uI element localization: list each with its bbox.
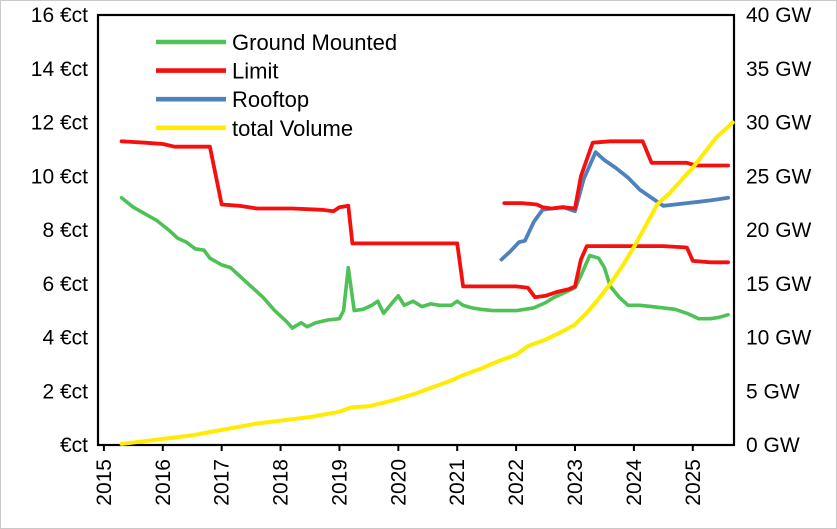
x-tick-label: 2019 — [328, 459, 351, 506]
y-right-tick-label: 5 GW — [746, 380, 800, 403]
x-tick-label: 2016 — [152, 459, 175, 506]
legend: Ground Mounted Limit Rooftop total Volume — [156, 30, 397, 141]
y-left-tick-label: 2 €ct — [42, 380, 88, 403]
legend-label-3: Rooftop — [232, 87, 309, 112]
y-right-tick-label: 30 GW — [746, 112, 812, 135]
y-right-tick-label: 20 GW — [746, 219, 812, 242]
y-left-tick-label: 8 €ct — [42, 219, 88, 242]
plot-area — [96, 13, 736, 447]
y-left-tick-label: 16 €ct — [31, 4, 88, 27]
legend-label-2: Limit — [232, 59, 278, 84]
y-left-tick-label: €ct — [60, 434, 88, 457]
y-right-tick-label: 40 GW — [746, 4, 812, 27]
y-right-tick-label: 15 GW — [746, 273, 812, 296]
x-tick-label: 2020 — [387, 459, 410, 506]
legend-label-1: Ground Mounted — [232, 30, 397, 55]
y-right-tick-label: 0 GW — [746, 434, 800, 457]
x-tick-label: 2021 — [446, 459, 469, 506]
x-tick-label: 2015 — [93, 459, 116, 506]
series-rooftop — [499, 150, 730, 262]
y-left-tick-label: 12 €ct — [31, 112, 88, 135]
x-tick-label: 2022 — [505, 459, 528, 506]
series-limit-ground — [119, 139, 730, 300]
y-left-tick-label: 10 €ct — [31, 165, 88, 188]
x-tick-label: 2023 — [564, 459, 587, 506]
y-right-tick-label: 35 GW — [746, 58, 812, 81]
y-left-tick-label: 6 €ct — [42, 273, 88, 296]
x-tick-label: 2018 — [270, 459, 293, 506]
axes: €ct 2 €ct 4 €ct 6 €ct 8 €ct 10 €ct 12 €ct 14 €c… — [31, 4, 812, 506]
x-tick-label: 2025 — [682, 459, 705, 506]
series-lines — [119, 120, 735, 446]
legend-label-4: total Volume — [232, 116, 353, 141]
x-tick-label: 2017 — [211, 459, 234, 506]
y-right-tick-label: 10 GW — [746, 327, 812, 350]
x-tick-label: 2024 — [623, 459, 646, 506]
y-right-tick-label: 25 GW — [746, 165, 812, 188]
y-left-tick-label: 14 €ct — [31, 58, 88, 81]
series-limit-rooftop — [502, 139, 730, 211]
y-left-tick-label: 4 €ct — [42, 327, 88, 350]
series-total-volume — [119, 120, 735, 446]
